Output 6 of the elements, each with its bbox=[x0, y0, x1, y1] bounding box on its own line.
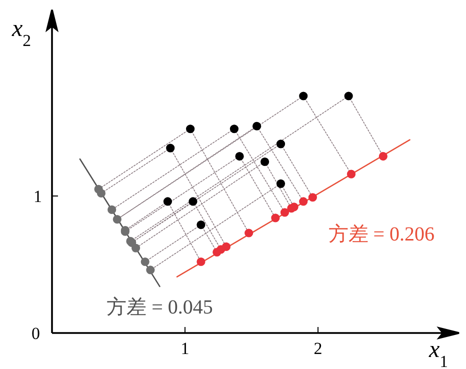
series-label: 方差 = 0.206 bbox=[328, 222, 435, 246]
x-tick-label: 2 bbox=[314, 339, 322, 358]
y-tick-label: 0 bbox=[32, 324, 40, 343]
x-axis-title: x$_{1}$ bbox=[428, 337, 448, 369]
series-label: 方差 = 0.045 bbox=[106, 295, 213, 318]
y-axis-title: x$_{2}$ bbox=[11, 16, 32, 50]
